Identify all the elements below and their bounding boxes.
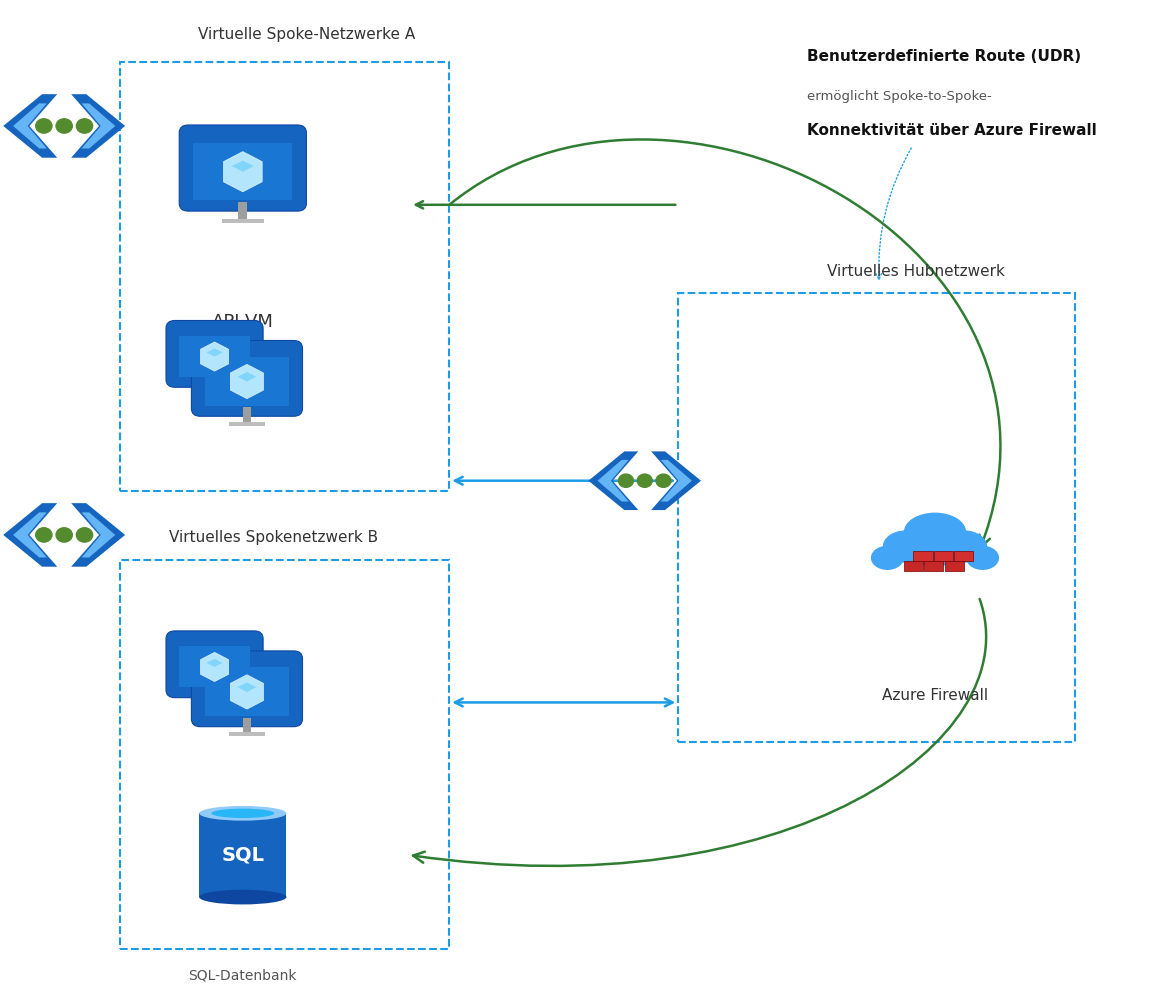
Polygon shape <box>3 503 57 567</box>
Ellipse shape <box>966 546 999 570</box>
FancyBboxPatch shape <box>166 631 263 698</box>
FancyBboxPatch shape <box>166 320 263 387</box>
Bar <box>925 562 943 571</box>
Bar <box>944 562 964 571</box>
Polygon shape <box>231 675 263 710</box>
Polygon shape <box>13 512 46 558</box>
Bar <box>229 732 266 736</box>
Circle shape <box>655 474 670 488</box>
Bar <box>244 407 251 423</box>
Polygon shape <box>238 683 256 692</box>
FancyArrowPatch shape <box>413 599 986 866</box>
Text: Virtuelles Hubnetzwerk: Virtuelles Hubnetzwerk <box>827 264 1005 278</box>
Bar <box>904 562 923 571</box>
Bar <box>955 551 973 561</box>
Bar <box>222 219 264 223</box>
Bar <box>211 379 218 391</box>
Ellipse shape <box>894 540 977 566</box>
Ellipse shape <box>871 546 904 570</box>
Polygon shape <box>661 460 691 501</box>
FancyBboxPatch shape <box>205 667 289 716</box>
Polygon shape <box>651 451 701 510</box>
Polygon shape <box>206 349 223 357</box>
Text: Konnektivität über Azure Firewall: Konnektivität über Azure Firewall <box>806 124 1096 139</box>
Circle shape <box>36 528 52 542</box>
FancyBboxPatch shape <box>191 341 303 416</box>
Circle shape <box>618 474 633 488</box>
FancyBboxPatch shape <box>179 125 306 211</box>
Text: SQL: SQL <box>222 845 264 865</box>
Text: Azure Firewall: Azure Firewall <box>882 688 988 703</box>
Ellipse shape <box>200 806 287 821</box>
Bar <box>244 717 251 733</box>
Polygon shape <box>71 503 125 567</box>
Circle shape <box>77 528 93 542</box>
Ellipse shape <box>211 809 274 818</box>
Text: SQL-Datenbank: SQL-Datenbank <box>189 968 297 982</box>
Bar <box>200 701 230 705</box>
FancyBboxPatch shape <box>194 143 292 200</box>
Bar <box>229 421 266 425</box>
Polygon shape <box>201 652 229 682</box>
Bar <box>238 202 247 220</box>
Polygon shape <box>13 103 46 149</box>
Text: API-VM: API-VM <box>212 313 274 331</box>
Bar <box>211 689 218 702</box>
Bar <box>913 551 933 561</box>
Text: Virtuelles Spokenetzwerk B: Virtuelles Spokenetzwerk B <box>169 530 378 545</box>
Polygon shape <box>81 512 115 558</box>
Polygon shape <box>224 152 262 192</box>
FancyBboxPatch shape <box>191 651 303 726</box>
Polygon shape <box>201 342 229 371</box>
Circle shape <box>36 119 52 133</box>
Polygon shape <box>206 659 223 667</box>
Text: Benutzerdefinierte Route (UDR): Benutzerdefinierte Route (UDR) <box>806 50 1081 64</box>
Polygon shape <box>588 451 638 510</box>
FancyBboxPatch shape <box>179 336 251 377</box>
Circle shape <box>637 474 652 488</box>
Ellipse shape <box>200 890 287 905</box>
Polygon shape <box>81 103 115 149</box>
Polygon shape <box>71 94 125 158</box>
FancyBboxPatch shape <box>179 646 251 688</box>
Polygon shape <box>3 94 57 158</box>
Text: ermöglicht Spoke-to-Spoke-: ermöglicht Spoke-to-Spoke- <box>806 90 992 103</box>
Polygon shape <box>231 365 263 398</box>
Circle shape <box>56 528 72 542</box>
Circle shape <box>77 119 93 133</box>
FancyArrowPatch shape <box>449 140 1000 547</box>
Bar <box>200 390 230 394</box>
Polygon shape <box>597 460 629 501</box>
Bar <box>200 814 287 897</box>
FancyBboxPatch shape <box>205 357 289 405</box>
Ellipse shape <box>942 530 987 563</box>
Ellipse shape <box>883 530 928 563</box>
Ellipse shape <box>904 512 966 551</box>
Polygon shape <box>238 372 256 382</box>
Bar <box>934 551 954 561</box>
Circle shape <box>56 119 72 133</box>
Text: Virtuelle Spoke-Netzwerke A: Virtuelle Spoke-Netzwerke A <box>198 27 415 43</box>
Polygon shape <box>232 161 254 171</box>
